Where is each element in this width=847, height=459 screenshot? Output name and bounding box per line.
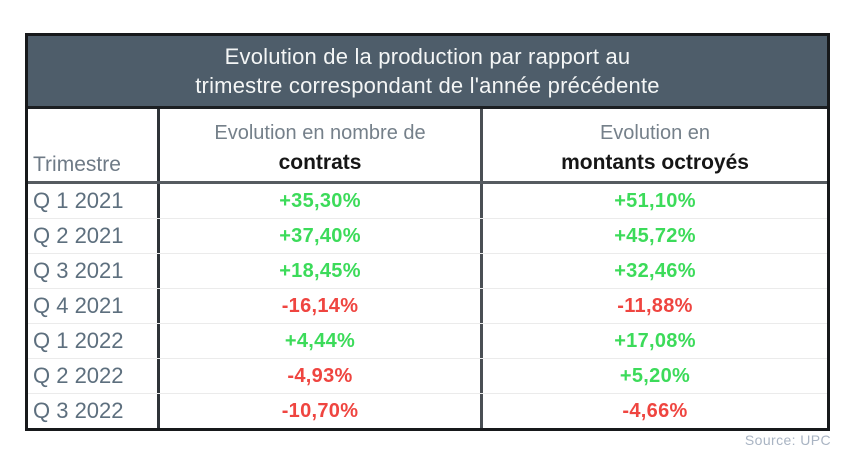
montants-value: +51,10%: [483, 184, 827, 218]
column-header-montants-line2: montants octroyés: [561, 151, 749, 174]
table-row: Q 2 2021 +37,40% +45,72%: [28, 219, 827, 254]
quarter-label: Q 3 2021: [28, 254, 160, 288]
column-header-contrats-line1: Evolution en nombre de: [214, 122, 426, 144]
evolution-value: +51,10%: [614, 189, 696, 212]
quarter-label: Q 1 2022: [28, 324, 160, 358]
table-row: Q 2 2022 -4,93% +5,20%: [28, 359, 827, 394]
quarter-label: Q 1 2021: [28, 184, 160, 218]
evolution-value: +5,20%: [619, 364, 691, 387]
contrats-value: +18,45%: [160, 254, 483, 288]
table-row: Q 1 2022 +4,44% +17,08%: [28, 324, 827, 359]
montants-value: -4,66%: [483, 394, 827, 428]
evolution-value: +18,45%: [279, 259, 361, 282]
montants-value: +5,20%: [483, 359, 827, 393]
evolution-value: +32,46%: [614, 259, 696, 282]
contrats-value: +4,44%: [160, 324, 483, 358]
table-title-line1: Evolution de la production par rapport a…: [224, 44, 631, 69]
evolution-value: +35,30%: [279, 189, 361, 212]
column-header-row: Trimestre Evolution en nombre de contrat…: [28, 109, 827, 184]
source-caption: Source: UPC: [744, 432, 831, 448]
column-header-contrats: Evolution en nombre de contrats: [160, 109, 483, 181]
column-header-trimestre: Trimestre: [28, 109, 160, 181]
evolution-value: -16,14%: [281, 294, 359, 317]
evolution-value: -4,93%: [287, 364, 353, 387]
column-header-montants: Evolution en montants octroyés: [483, 109, 827, 181]
production-evolution-table: Evolution de la production par rapport a…: [25, 33, 830, 431]
quarter-label: Q 2 2022: [28, 359, 160, 393]
table-row: Q 4 2021 -16,14% -11,88%: [28, 289, 827, 324]
evolution-value: +4,44%: [284, 329, 356, 352]
table-title: Evolution de la production par rapport a…: [28, 36, 827, 109]
contrats-value: -16,14%: [160, 289, 483, 323]
quarter-label: Q 2 2021: [28, 219, 160, 253]
quarter-label: Q 3 2022: [28, 394, 160, 428]
quarter-label: Q 4 2021: [28, 289, 160, 323]
evolution-value: -11,88%: [617, 294, 693, 317]
column-header-contrats-line2: contrats: [278, 151, 362, 174]
table-row: Q 1 2021 +35,30% +51,10%: [28, 184, 827, 219]
evolution-value: -4,66%: [622, 399, 688, 422]
table-row: Q 3 2021 +18,45% +32,46%: [28, 254, 827, 289]
table-title-line2: trimestre correspondant de l'année précé…: [195, 73, 660, 98]
montants-value: -11,88%: [483, 289, 827, 323]
column-header-montants-line1: Evolution en: [599, 122, 711, 144]
contrats-value: +37,40%: [160, 219, 483, 253]
evolution-value: -10,70%: [281, 399, 359, 422]
montants-value: +17,08%: [483, 324, 827, 358]
contrats-value: -10,70%: [160, 394, 483, 428]
evolution-value: +45,72%: [614, 224, 696, 247]
contrats-value: -4,93%: [160, 359, 483, 393]
evolution-value: +17,08%: [614, 329, 696, 352]
contrats-value: +35,30%: [160, 184, 483, 218]
evolution-value: +37,40%: [279, 224, 361, 247]
montants-value: +32,46%: [483, 254, 827, 288]
montants-value: +45,72%: [483, 219, 827, 253]
table-row: Q 3 2022 -10,70% -4,66%: [28, 394, 827, 428]
